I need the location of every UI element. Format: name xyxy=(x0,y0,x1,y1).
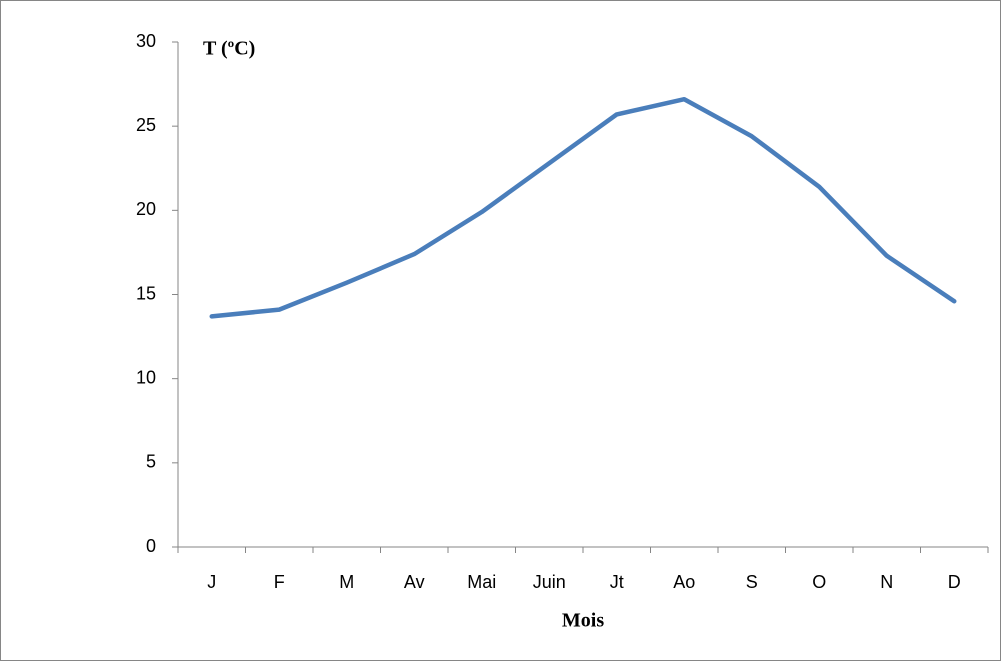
x-tick-label: O xyxy=(812,572,826,592)
y-tick-label: 5 xyxy=(146,452,156,472)
x-tick-label: Juin xyxy=(533,572,566,592)
y-tick-label: 25 xyxy=(136,115,156,135)
y-tick-label: 15 xyxy=(136,283,156,303)
x-tick-label: D xyxy=(948,572,961,592)
y-axis-label: T (ºC) xyxy=(203,38,255,60)
x-tick-label: M xyxy=(339,572,354,592)
y-tick-label: 10 xyxy=(136,367,156,387)
x-tick-label: Ao xyxy=(673,572,695,592)
x-tick-label: Jt xyxy=(610,572,624,592)
line-series xyxy=(209,96,957,319)
y-tick-label: 30 xyxy=(136,31,156,51)
x-tick-label: S xyxy=(746,572,758,592)
x-axis-label: Mois xyxy=(562,610,604,632)
y-tick-label: 0 xyxy=(146,536,156,556)
x-tick-label: F xyxy=(274,572,285,592)
y-tick-label: 20 xyxy=(136,199,156,219)
x-tick-label: J xyxy=(207,572,216,592)
x-tick-label: N xyxy=(880,572,893,592)
x-tick-label: Av xyxy=(404,572,425,592)
x-tick-label: Mai xyxy=(467,572,496,592)
